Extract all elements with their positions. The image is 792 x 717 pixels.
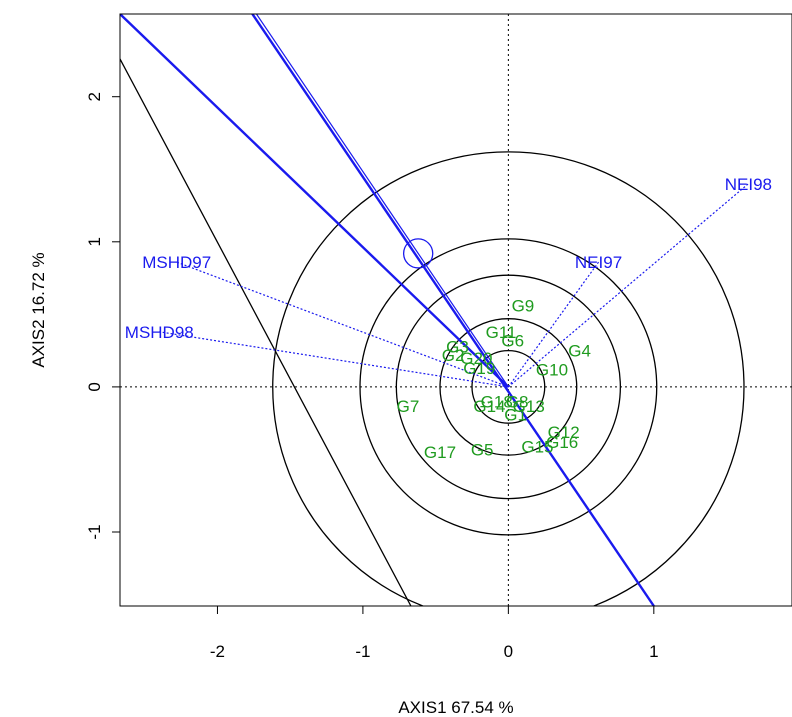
genotype-label-g3: G3: [446, 337, 469, 356]
blue-line-2: [251, 14, 655, 606]
blue-line-1: [120, 14, 510, 388]
genotype-label-g14: G14: [473, 397, 505, 416]
y-axis-title: AXIS2 16.72 %: [29, 252, 48, 367]
ideal-point-marker: [402, 238, 434, 269]
genotype-label-g8: G8: [506, 392, 529, 411]
plot-frame: [119, 13, 792, 607]
black-line: [120, 58, 412, 606]
genotype-label-g5: G5: [471, 440, 494, 459]
genotype-label-g11: G11: [486, 323, 517, 342]
plot-area: [120, 14, 792, 606]
x-tick-label-3: 0: [504, 642, 513, 661]
environment-vector-nei97: [507, 261, 600, 388]
environment-label-mshd97: MSHD97: [142, 253, 211, 272]
environment-label-nei98: NEI98: [725, 175, 772, 194]
genotype-label-g13: G13: [513, 397, 545, 416]
average-environment-axis: [255, 14, 509, 388]
genotype-label-g16: G16: [546, 433, 578, 452]
genotype-label-g7: G7: [397, 397, 420, 416]
x-tick-label-1: -2: [210, 642, 225, 661]
concentric-circle-5: [272, 151, 745, 606]
environment-vector-mshd98: [159, 331, 509, 388]
y-tick-label-4: 2: [85, 92, 104, 101]
genotype-label-g9: G9: [512, 297, 535, 316]
environment-vector-nei98: [507, 183, 749, 388]
y-tick-label-2: 0: [85, 382, 104, 391]
genotype-label-g6: G6: [501, 331, 524, 350]
genotype-label-g4: G4: [568, 342, 591, 361]
genotype-label-g1: G1: [504, 405, 527, 424]
y-tick-label-3: 1: [85, 237, 104, 246]
genotype-label-g12: G12: [548, 423, 580, 442]
y-tick-label-1: -1: [85, 524, 104, 539]
genotype-label-g18: G18: [481, 392, 513, 411]
x-axis-title: AXIS1 67.54 %: [398, 698, 513, 717]
genotype-label-g19: G19: [463, 359, 495, 378]
genotype-label-g2: G2: [442, 346, 465, 365]
genotype-label-g15: G15: [521, 437, 553, 456]
genotype-label-g10: G10: [536, 360, 568, 379]
x-tick-label-2: -1: [355, 642, 370, 661]
environment-label-mshd98: MSHD98: [125, 323, 194, 342]
x-tick-label-4: 1: [649, 642, 658, 661]
environment-label-nei97: NEI97: [575, 253, 622, 272]
genotype-label-g17: G17: [424, 443, 456, 462]
genotype-label-g20: G20: [460, 349, 492, 368]
axes: -2 -1 0 1 -1 0 1 2: [85, 92, 659, 661]
environment-vector-mshd97: [176, 261, 509, 388]
